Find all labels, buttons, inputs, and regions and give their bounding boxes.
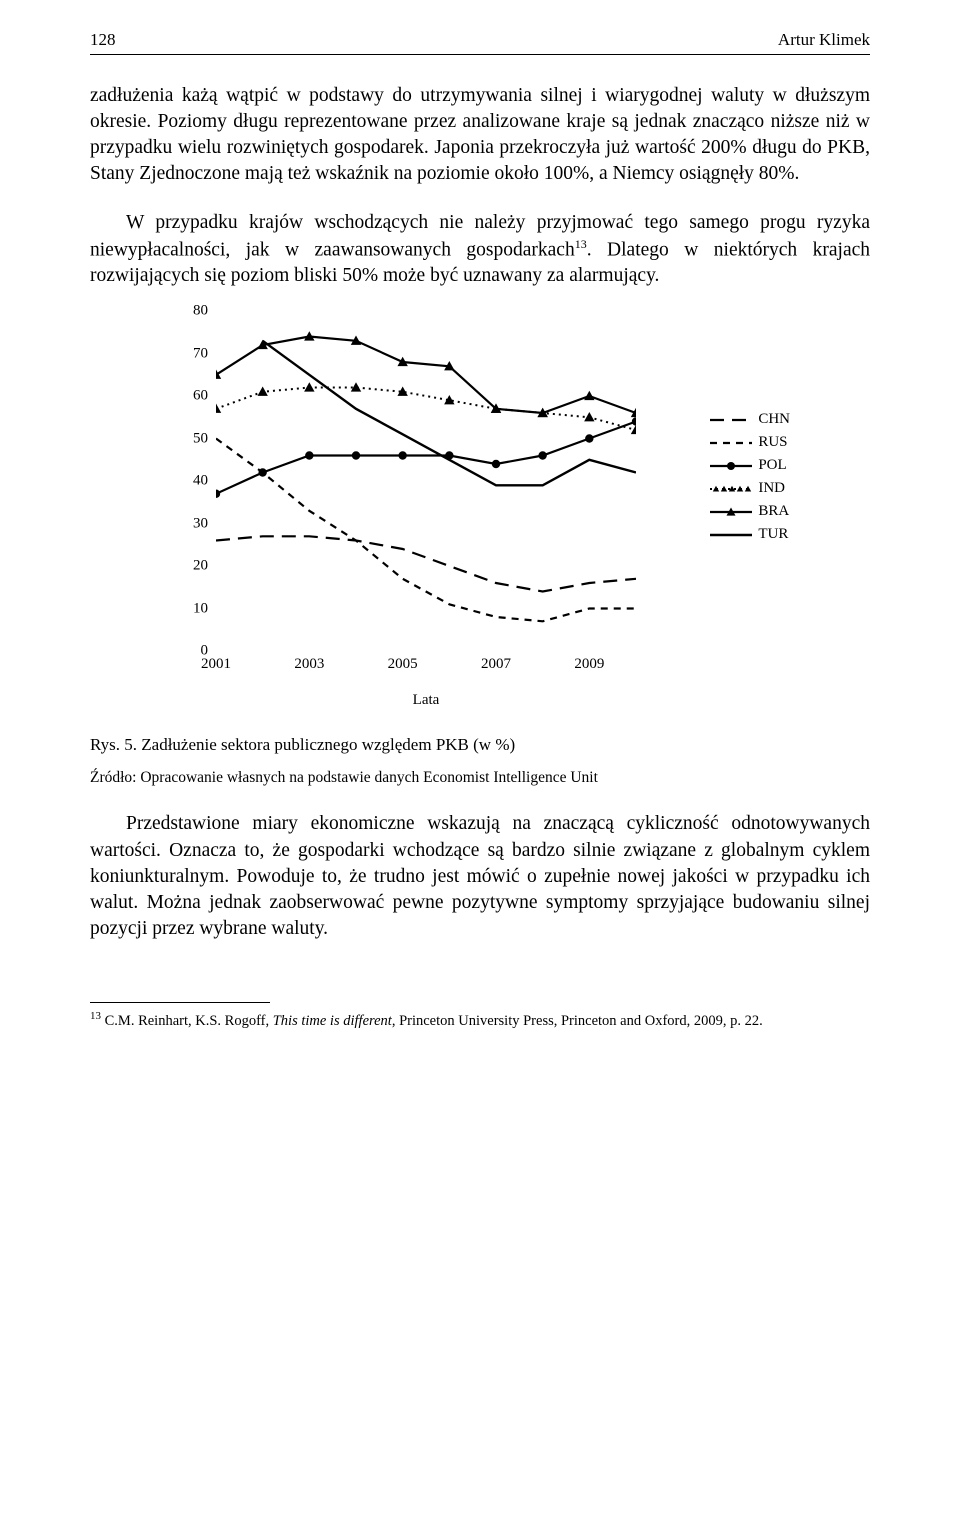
legend-item-RUS: RUS: [710, 434, 790, 451]
footnote-13: 13 C.M. Reinhart, K.S. Rogoff, This time…: [90, 1009, 870, 1031]
chart-svg: [216, 311, 636, 651]
legend-swatch: [710, 505, 752, 519]
legend-label: IND: [758, 480, 785, 497]
legend-swatch: [710, 459, 752, 473]
legend-swatch: [710, 436, 752, 450]
x-tick-label: 2003: [294, 656, 324, 673]
page-header: 128 Artur Klimek: [90, 30, 870, 55]
footnote-separator: [90, 1002, 270, 1003]
series-BRA: [216, 337, 636, 414]
paragraph-2: W przypadku krajów wschodzących nie nale…: [90, 210, 870, 290]
legend-swatch: [710, 528, 752, 542]
legend-item-TUR: TUR: [710, 526, 790, 543]
y-tick-label: 60: [170, 388, 208, 405]
legend-item-IND: IND: [710, 480, 790, 497]
page-number: 128: [90, 30, 116, 50]
paragraph-1: zadłużenia każą wątpić w podstawy do utr…: [90, 83, 870, 188]
y-tick-label: 10: [170, 600, 208, 617]
legend-label: RUS: [758, 434, 787, 451]
legend-label: POL: [758, 457, 786, 474]
figure-caption: Rys. 5. Zadłużenie sektora publicznego w…: [90, 735, 870, 755]
chart-legend: CHN RUS POL IND BRA TUR: [710, 411, 790, 549]
x-tick-label: 2007: [481, 656, 511, 673]
legend-item-POL: POL: [710, 457, 790, 474]
legend-item-BRA: BRA: [710, 503, 790, 520]
paragraph-3: Przedstawione miary ekonomiczne wskazują…: [90, 811, 870, 942]
footnote-ref-13: 13: [575, 237, 587, 251]
series-IND: [216, 388, 636, 431]
legend-label: CHN: [758, 411, 790, 428]
y-tick-label: 20: [170, 558, 208, 575]
x-axis-title: Lata: [413, 692, 440, 709]
x-tick-label: 2009: [574, 656, 604, 673]
figure-source: Źródło: Opracowanie własnych na podstawi…: [90, 769, 870, 787]
legend-swatch: [710, 413, 752, 427]
y-tick-label: 70: [170, 345, 208, 362]
series-CHN: [216, 537, 636, 592]
legend-item-CHN: CHN: [710, 411, 790, 428]
legend-label: TUR: [758, 526, 788, 543]
chart-plot: [216, 311, 636, 651]
author-name: Artur Klimek: [778, 30, 870, 50]
y-tick-label: 50: [170, 430, 208, 447]
chart-container: CHNRUSPOLINDBRATUR 010203040506070802001…: [170, 311, 790, 691]
y-tick-label: 30: [170, 515, 208, 532]
series-POL: [216, 422, 636, 494]
x-tick-label: 2001: [201, 656, 231, 673]
y-tick-label: 40: [170, 473, 208, 490]
y-tick-label: 80: [170, 303, 208, 320]
legend-label: BRA: [758, 503, 789, 520]
legend-swatch: [710, 482, 752, 496]
x-tick-label: 2005: [388, 656, 418, 673]
